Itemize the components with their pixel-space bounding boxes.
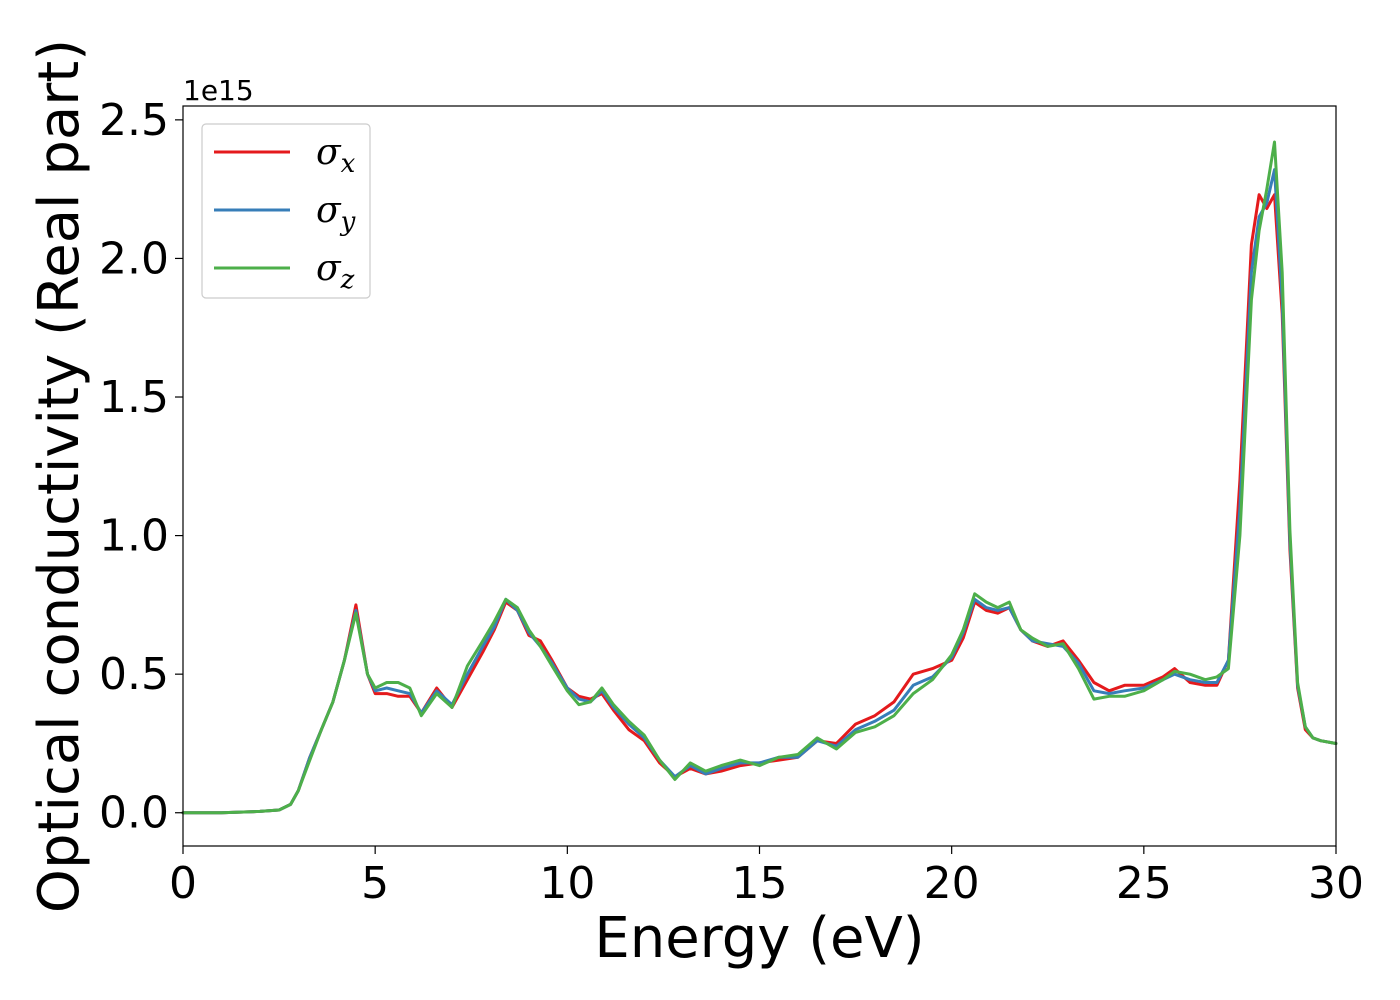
series-line-2 [181, 140, 1338, 815]
legend-label-y: σy [316, 190, 356, 237]
y-tick-label: 0.0 [99, 788, 169, 839]
series-line-0 [181, 193, 1338, 815]
y-tick-label: 0.5 [99, 649, 169, 700]
x-tick-label: 0 [169, 858, 197, 909]
y-tick-label: 2.0 [99, 233, 169, 284]
legend-label-x: σx [316, 132, 356, 179]
y-tick-label: 1.5 [99, 372, 169, 423]
x-tick-label: 10 [539, 858, 595, 909]
y-axis-ticks: 0.0 0.5 1.0 1.5 2.0 2.5 [99, 95, 183, 839]
legend-items: σx σy σz [214, 132, 356, 295]
x-axis-label: Energy (eV) [594, 906, 924, 971]
y-offset-label: 1e15 [183, 74, 254, 107]
legend: σx σy σz [201, 123, 371, 299]
x-tick-label: 30 [1308, 858, 1364, 909]
series-layer [181, 140, 1338, 815]
x-tick-label: 20 [924, 858, 980, 909]
y-tick-label: 1.0 [99, 511, 169, 562]
legend-label-z: σz [316, 248, 355, 295]
x-tick-label: 25 [1116, 858, 1172, 909]
y-tick-label: 2.5 [99, 95, 169, 146]
x-axis-ticks: 0 5 10 15 20 25 30 [169, 846, 1364, 909]
y-axis-label: Optical conductivity (Real part) [27, 39, 92, 913]
x-tick-label: 15 [732, 858, 788, 909]
x-tick-label: 5 [361, 858, 389, 909]
